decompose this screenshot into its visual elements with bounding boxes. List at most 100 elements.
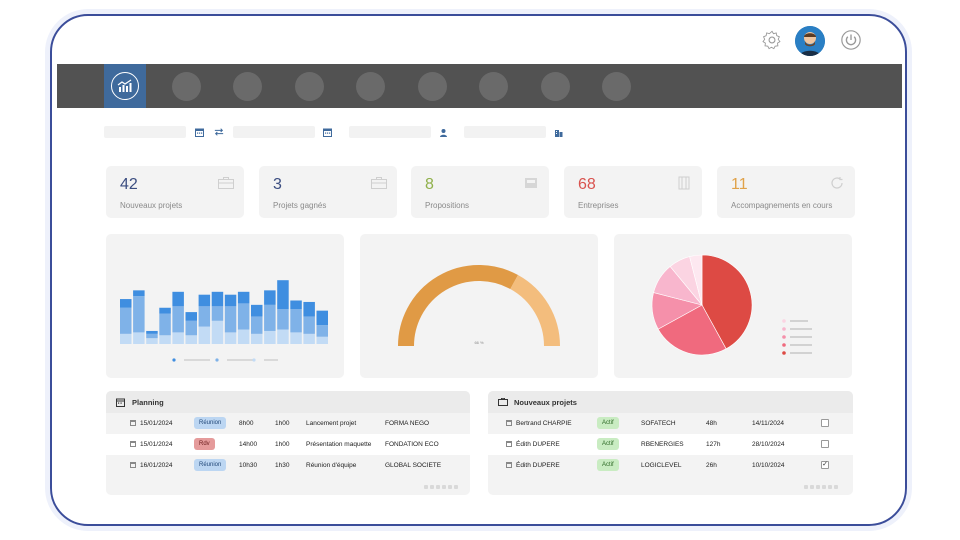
bar-segment [316,336,328,344]
bar-segment [211,320,224,344]
bar-segment [303,316,315,334]
calendar-icon[interactable] [322,127,332,137]
company-filter-input[interactable] [464,126,546,138]
nav-item-4[interactable] [295,72,324,101]
bar-segment [264,330,276,344]
bar-segment [198,294,211,307]
row-subject: Présentation maquette [306,441,372,448]
kpi-card-new-projects[interactable]: 42 Nouveaux projets [106,166,244,218]
power-icon[interactable] [839,28,863,52]
nav-item-8[interactable] [541,72,570,101]
legend-label [790,328,812,330]
row-name: Bertrand CHARPIE [516,420,572,427]
table-row[interactable]: 16/01/2024 Réunion 10h30 1h30 Réunion d'… [106,455,470,476]
kpi-card-companies[interactable]: 68 Entreprises [564,166,702,218]
planning-header: Planning [106,391,470,413]
building-icon [676,176,692,190]
nav-item-3[interactable] [233,72,262,101]
swap-arrows-icon[interactable] [214,127,224,137]
bar-segment [277,329,289,344]
gauge-chart-panel: 66 % [360,234,598,378]
bar-segment [146,338,158,344]
row-time: 10h30 [239,462,258,469]
user-filter-input[interactable] [349,126,431,138]
settings-gear-icon[interactable] [760,28,784,52]
bar-segment [303,333,315,344]
status-badge: Actif [597,417,619,429]
table-row[interactable]: Édith DUPERE Actif LOGICLEVEL 26h 10/10/… [488,455,853,476]
table-row[interactable]: Édith DUPERE Actif RBENERGIES 127h 28/10… [488,434,853,455]
building-icon[interactable] [553,127,563,137]
bar-segment [120,307,132,334]
inbox-icon [523,176,539,190]
bar-segment [277,280,289,310]
nav-item-9[interactable] [602,72,631,101]
row-date: 14/11/2024 [752,420,785,427]
bar-segment [185,312,197,321]
legend-marker [782,327,786,331]
bar-segment [120,299,132,308]
bar-segment [198,326,211,344]
kpi-card-won-projects[interactable]: 3 Projets gagnés [259,166,397,218]
main-nav [57,64,902,108]
new-projects-title: Nouveaux projets [514,397,577,407]
row-hours: 127h [706,441,721,448]
kpi-card-support[interactable]: 11 Accompagnements en cours [717,166,855,218]
calendar-icon [130,420,136,426]
bar-segment [290,300,302,310]
list-icon [506,420,512,426]
row-company: SOFATECH [641,420,676,427]
user-avatar[interactable] [795,26,825,56]
nav-item-5[interactable] [356,72,385,101]
table-row[interactable]: 15/01/2024 Réunion 8h00 1h00 Lancement p… [106,413,470,434]
kpi-value: 42 [120,176,138,193]
bar-segment [277,309,289,330]
nav-item-7[interactable] [479,72,508,101]
nav-item-6[interactable] [418,72,447,101]
bar-segment [185,320,197,336]
legend-label [790,352,812,354]
bar-segment [237,329,250,344]
type-badge: Réunion [194,459,227,471]
stacked-bar-chart [120,280,328,362]
nav-item-dashboard[interactable] [104,64,146,108]
status-badge: Actif [597,438,619,450]
kpi-value: 3 [273,176,282,193]
kpi-card-proposals[interactable]: 8 Propositions [411,166,549,218]
bar-segment [120,333,132,344]
gauge-chart: 66 % [398,265,560,347]
end-date-input[interactable] [233,126,315,138]
row-checkbox[interactable] [821,419,829,427]
bar-segment [146,333,158,339]
gauge-value-label: 66 % [474,340,484,345]
pagination[interactable] [424,485,458,490]
bar-segment [264,290,276,305]
bar-segment [224,294,237,307]
calendar-icon[interactable] [194,127,204,137]
nav-item-2[interactable] [172,72,201,101]
legend-marker [782,351,786,355]
table-row[interactable]: 15/01/2024 Rdv 14h00 1h00 Présentation m… [106,434,470,455]
start-date-input[interactable] [104,126,186,138]
row-subject: Réunion d'équipe [306,462,357,469]
status-badge: Actif [597,459,619,471]
bar-segment [159,313,171,336]
pagination[interactable] [804,485,838,490]
legend-marker [782,343,786,347]
row-checkbox[interactable] [821,440,829,448]
bar-segment [159,307,171,314]
row-name: Édith DUPERE [516,441,560,448]
bar-segment [211,306,224,321]
user-icon[interactable] [438,127,448,137]
legend-marker [782,319,786,323]
type-badge: Réunion [194,417,227,429]
app-window: 42 Nouveaux projets 3 Projets gagnés 8 P… [50,14,907,526]
filter-bar [52,126,905,140]
list-icon [506,441,512,447]
row-date: 28/10/2024 [752,441,785,448]
row-subject: Lancement projet [306,420,357,427]
row-checkbox[interactable]: ✓ [821,461,829,469]
bar-segment [264,304,276,331]
table-row[interactable]: Bertrand CHARPIE Actif SOFATECH 48h 14/1… [488,413,853,434]
legend-marker [172,358,176,362]
